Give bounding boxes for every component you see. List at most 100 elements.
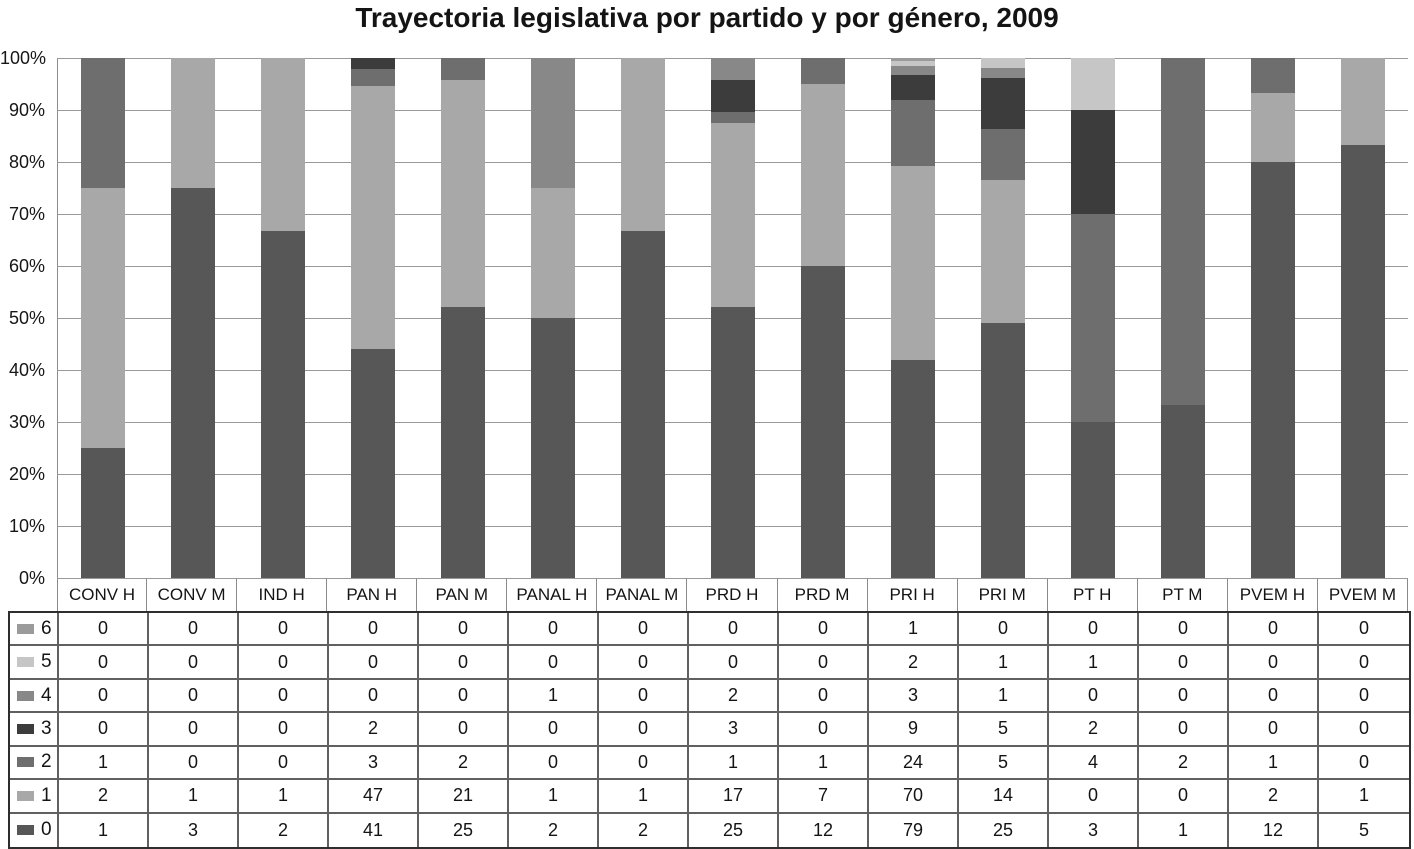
table-value-cell: 25 xyxy=(419,813,509,847)
y-axis-tick-label: 50% xyxy=(8,308,45,328)
bar-segment-0 xyxy=(441,307,485,578)
table-value-cell: 0 xyxy=(509,646,599,680)
table-value-cell: 5 xyxy=(959,713,1049,747)
bar-segment-3 xyxy=(981,78,1025,130)
legend-label: 2 xyxy=(41,751,52,773)
bar-segment-0 xyxy=(1161,404,1205,578)
table-value-cell: 0 xyxy=(149,646,239,680)
table-value-cell: 0 xyxy=(239,746,329,781)
table-value-cell: 5 xyxy=(1358,819,1369,840)
bar-segment-1 xyxy=(981,180,1025,324)
table-value-cell: 70 xyxy=(869,780,959,814)
bar-segment-3 xyxy=(711,79,755,113)
table-value-cell: 0 xyxy=(599,613,689,647)
bar-segment-2 xyxy=(981,129,1025,181)
table-value-cell: 0 xyxy=(1229,613,1319,647)
table-value-cell: 0 xyxy=(1319,747,1409,781)
bar-segment-2 xyxy=(351,69,395,86)
table-value-cell: 2 xyxy=(509,813,599,847)
y-axis: 100% 90% 80% 70% 60% 50% 40% 30% 20% 10% 0% xyxy=(0,48,48,588)
bar-stack-pri-h xyxy=(891,58,935,578)
table-value-cell: 0 xyxy=(419,646,509,680)
bar-segment-1 xyxy=(351,85,395,349)
legend-key-cell: 2 xyxy=(10,746,59,781)
category-header-cell: PT M xyxy=(1138,579,1228,611)
table-value-cell: 0 xyxy=(329,679,419,714)
legend-label: 0 xyxy=(41,819,52,841)
bar-segment-1 xyxy=(261,58,305,232)
table-value-cell: 2 xyxy=(599,813,689,847)
legend-swatch xyxy=(17,690,34,701)
y-axis-tick-label: 70% xyxy=(8,204,45,224)
table-value-cell: 1 xyxy=(509,679,599,714)
table-value-cell: 3 xyxy=(1049,813,1139,847)
bar-segment-2 xyxy=(891,99,935,166)
table-value-cell: 0 xyxy=(509,613,599,647)
bar-segment-1 xyxy=(801,84,845,266)
table-value-cell: 0 xyxy=(1319,613,1409,647)
legend-swatch xyxy=(17,623,34,634)
bar-stack-prd-m xyxy=(801,58,845,578)
table-value-cell: 2 xyxy=(689,679,779,714)
category-header-cell: PAN M xyxy=(417,579,508,611)
legend-swatch xyxy=(17,757,34,768)
table-value-cell: 47 xyxy=(329,780,419,814)
table-value-cell: 1 xyxy=(959,679,1049,714)
table-value-cell: 1 xyxy=(869,613,959,647)
category-header-cell: CONV H xyxy=(57,579,148,611)
table-value-cell: 79 xyxy=(869,813,959,847)
bar-segment-1 xyxy=(711,123,755,308)
category-header-cell: PAN H xyxy=(327,579,418,611)
table-value-cell: 3 xyxy=(869,679,959,714)
table-value-cell: 12 xyxy=(779,813,869,847)
legend-key-cell: 4 xyxy=(10,679,59,714)
bar-segment-0 xyxy=(1341,144,1385,578)
table-value-cell: 0 xyxy=(1319,713,1409,747)
y-axis-tick-label: 40% xyxy=(8,360,45,380)
table-value-cell: 0 xyxy=(419,613,509,647)
table-value-cell: 1 xyxy=(239,780,329,814)
bar-stack-pvem-h xyxy=(1251,58,1295,578)
y-axis-tick-label: 20% xyxy=(8,464,45,484)
table-value-cell: 3 xyxy=(689,713,779,747)
legend-swatch xyxy=(17,657,34,668)
y-axis-tick-label: 90% xyxy=(8,100,45,120)
bar-segment-2 xyxy=(1071,214,1115,422)
table-value-cell: 2 xyxy=(239,813,329,847)
table-value-cell: 2 xyxy=(1139,746,1229,781)
bar-segment-2 xyxy=(1251,58,1295,93)
category-header-cell: PT H xyxy=(1048,579,1138,611)
bar-segment-2 xyxy=(81,58,125,188)
table-value-cell: 0 xyxy=(1139,780,1229,814)
bar-segment-0 xyxy=(351,348,395,578)
table-value-cell: 0 xyxy=(419,679,509,714)
table-value-cell: 0 xyxy=(959,613,1049,647)
bar-stack-pan-m xyxy=(441,58,485,578)
legend-swatch xyxy=(17,723,34,734)
category-header-cell: PRD M xyxy=(778,579,868,611)
bar-segment-3 xyxy=(891,74,935,100)
legend-key-cell: 1 xyxy=(10,780,59,814)
bar-segment-2 xyxy=(1161,58,1205,405)
legend-key-cell: 3 xyxy=(10,713,59,747)
bar-segment-0 xyxy=(1071,422,1115,578)
legend-label: 6 xyxy=(41,617,52,639)
table-value-cell: 2 xyxy=(329,713,419,747)
table-value-cell: 0 xyxy=(329,613,419,647)
table-value-cell: 0 xyxy=(779,679,869,714)
table-value-cell: 1 xyxy=(1139,813,1229,847)
table-value-cell: 14 xyxy=(959,780,1049,814)
category-header-cell: PVEM H xyxy=(1228,579,1318,611)
bar-segment-1 xyxy=(171,58,215,188)
y-axis-tick-label: 80% xyxy=(8,152,45,172)
table-value-cell: 0 xyxy=(59,613,149,647)
bar-segment-5 xyxy=(981,58,1025,69)
bar-segment-2 xyxy=(711,112,755,124)
bar-segment-0 xyxy=(261,231,305,578)
table-value-cell: 12 xyxy=(1229,813,1319,847)
table-value-cell: 0 xyxy=(1319,646,1409,680)
table-value-cell: 1 xyxy=(599,780,689,814)
table-value-cell: 0 xyxy=(779,613,869,647)
